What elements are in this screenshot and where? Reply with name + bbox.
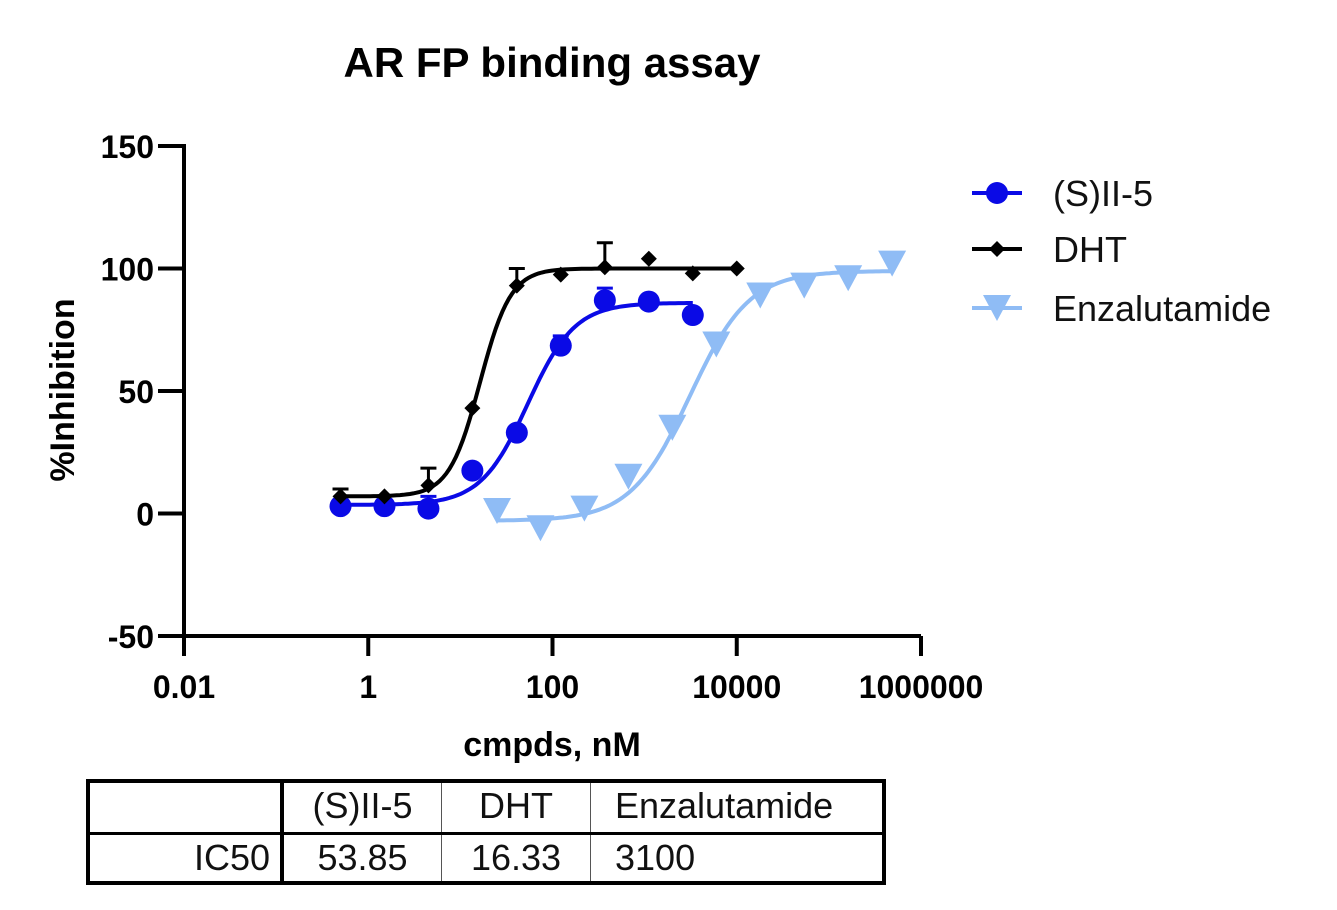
diamond-marker xyxy=(508,277,525,294)
table-header-cell: (S)II-5 xyxy=(284,783,442,832)
diamond-marker xyxy=(989,241,1005,257)
y-axis-label: %Inhibition xyxy=(44,298,82,481)
x-tick-label: 10000 xyxy=(692,669,781,705)
table-cell: 53.85 xyxy=(284,835,442,881)
legend-label: Enzalutamide xyxy=(1053,288,1271,329)
fit-curve xyxy=(340,301,693,507)
table-header-cell: Enzalutamide xyxy=(615,785,834,826)
series-dht xyxy=(332,241,745,505)
circle-marker xyxy=(986,182,1008,204)
circle-marker xyxy=(417,497,440,520)
circle-marker xyxy=(637,290,660,313)
circle-marker xyxy=(329,495,352,518)
circle-marker xyxy=(681,304,704,327)
triangle-down-marker xyxy=(483,498,512,525)
triangle-down-marker xyxy=(878,250,907,277)
ic50-table: (S)II-5 DHT Enzalutamide IC50 53.85 16.3… xyxy=(86,779,886,885)
fit-curve xyxy=(496,269,893,523)
x-tick-label: 100 xyxy=(526,669,579,705)
table-row-label: IC50 xyxy=(90,835,284,881)
diamond-marker xyxy=(420,477,437,494)
y-tick-label: 0 xyxy=(136,497,154,533)
y-tick-label: 100 xyxy=(101,252,154,288)
chart-title: AR FP binding assay xyxy=(344,39,762,86)
table-row: IC50 53.85 16.33 3100 xyxy=(90,832,882,881)
diamond-marker xyxy=(640,250,657,267)
x-tick-label: 1 xyxy=(359,669,377,705)
table-header-cell: DHT xyxy=(442,783,591,832)
circle-marker xyxy=(461,459,484,482)
diamond-marker xyxy=(376,488,393,505)
triangle-down-marker xyxy=(834,265,863,292)
x-tick-label: 0.01 xyxy=(153,669,215,705)
circle-marker xyxy=(549,334,572,357)
y-tick-label: 50 xyxy=(118,374,154,410)
table-cell: 3100 xyxy=(615,837,696,878)
triangle-down-marker xyxy=(526,515,555,542)
diamond-marker xyxy=(728,260,745,277)
diamond-marker xyxy=(332,488,349,505)
circle-marker xyxy=(505,421,528,444)
triangle-down-marker xyxy=(614,463,643,490)
diamond-marker xyxy=(596,259,613,276)
y-tick-label: 150 xyxy=(101,129,154,165)
diamond-marker xyxy=(464,400,481,417)
triangle-down-marker xyxy=(746,282,775,309)
table-cell: 16.33 xyxy=(442,835,591,881)
triangle-down-marker xyxy=(983,295,1011,321)
plot-area xyxy=(329,241,907,542)
triangle-down-marker xyxy=(702,331,731,358)
diamond-marker xyxy=(552,266,569,283)
legend-label: DHT xyxy=(1053,229,1127,270)
circle-marker xyxy=(593,289,616,312)
table-header-cell xyxy=(90,783,284,832)
series--s-ii-5 xyxy=(329,286,704,520)
x-axis-label: cmpds, nM xyxy=(463,726,641,764)
triangle-down-marker xyxy=(658,414,687,441)
x-tick-label: 1000000 xyxy=(859,669,984,705)
circle-marker xyxy=(373,495,396,518)
diamond-marker xyxy=(684,265,701,282)
legend: (S)II-5 DHT Enzalutamide xyxy=(972,173,1271,329)
legend-label: (S)II-5 xyxy=(1053,173,1153,214)
axes: -50 0 50 100 150 0.01 1 100 10000 1000000 xyxy=(101,129,984,705)
y-tick-label: -50 xyxy=(108,619,154,655)
fit-curve xyxy=(340,266,737,499)
series-enzalutamide xyxy=(483,250,907,542)
ic50-chart: AR FP binding assay %Inhibition cmpds, n… xyxy=(44,39,1271,764)
triangle-down-marker xyxy=(790,272,819,299)
triangle-down-marker xyxy=(570,495,599,522)
table-header-row: (S)II-5 DHT Enzalutamide xyxy=(90,783,882,832)
